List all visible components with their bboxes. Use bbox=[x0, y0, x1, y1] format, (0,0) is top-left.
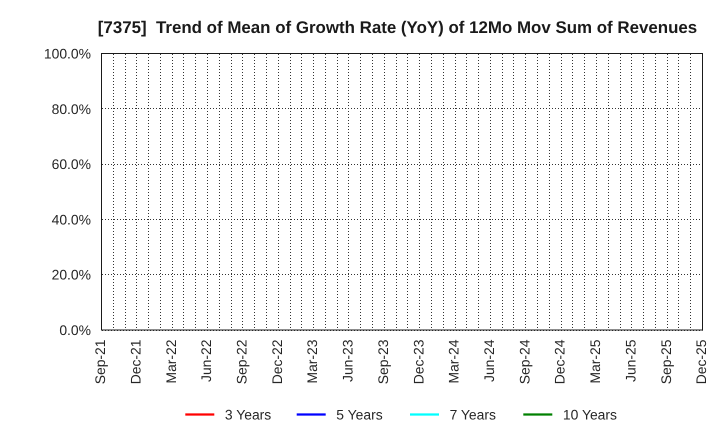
svg-text:Dec-25: Dec-25 bbox=[693, 339, 709, 384]
svg-text:[7375] Trend of Mean of Growt: [7375] Trend of Mean of Growth Rate (YoY… bbox=[98, 18, 697, 37]
svg-text:Sep-25: Sep-25 bbox=[658, 339, 674, 384]
svg-text:5 Years: 5 Years bbox=[336, 407, 382, 423]
svg-text:Dec-23: Dec-23 bbox=[410, 339, 426, 384]
svg-text:Mar-22: Mar-22 bbox=[163, 339, 179, 383]
svg-text:Jun-24: Jun-24 bbox=[481, 339, 497, 382]
svg-text:Sep-24: Sep-24 bbox=[516, 339, 532, 384]
svg-text:Mar-24: Mar-24 bbox=[446, 339, 462, 383]
svg-text:Dec-24: Dec-24 bbox=[552, 339, 568, 384]
svg-text:Dec-22: Dec-22 bbox=[269, 339, 285, 384]
svg-text:Sep-21: Sep-21 bbox=[92, 339, 108, 384]
svg-text:20.0%: 20.0% bbox=[52, 267, 91, 283]
svg-text:7 Years: 7 Years bbox=[450, 407, 496, 423]
svg-text:80.0%: 80.0% bbox=[52, 101, 91, 117]
svg-text:Mar-25: Mar-25 bbox=[587, 339, 603, 383]
svg-text:3 Years: 3 Years bbox=[225, 407, 271, 423]
svg-text:Sep-22: Sep-22 bbox=[234, 339, 250, 384]
svg-text:10 Years: 10 Years bbox=[563, 407, 617, 423]
svg-text:60.0%: 60.0% bbox=[52, 156, 91, 172]
svg-text:100.0%: 100.0% bbox=[44, 46, 91, 62]
svg-text:Jun-22: Jun-22 bbox=[198, 339, 214, 382]
svg-text:Mar-23: Mar-23 bbox=[304, 339, 320, 383]
svg-text:Jun-23: Jun-23 bbox=[340, 339, 356, 382]
svg-text:Jun-25: Jun-25 bbox=[622, 339, 638, 382]
svg-text:40.0%: 40.0% bbox=[52, 211, 91, 227]
svg-text:Dec-21: Dec-21 bbox=[127, 339, 143, 384]
svg-text:0.0%: 0.0% bbox=[59, 322, 91, 338]
svg-text:Sep-23: Sep-23 bbox=[375, 339, 391, 384]
